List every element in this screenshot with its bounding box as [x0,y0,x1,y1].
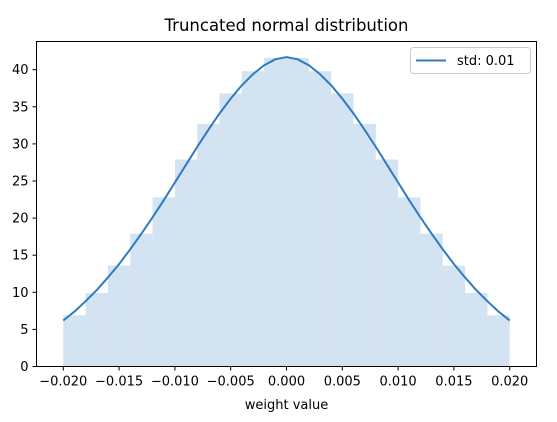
x-tick-label: 0.015 [435,375,472,390]
histogram-bar [152,197,175,367]
histogram-bar [331,93,354,367]
series-line [62,56,511,322]
histogram-bar [63,315,86,367]
histogram-bar [241,71,265,367]
histogram-bar [197,123,220,367]
histogram-bar [353,123,376,367]
histogram-bar [107,265,131,367]
x-axis: −0.020 −0.015 −0.010 −0.005 0.000 0.005 0.010 0… [39,366,528,390]
x-tick-label: −0.005 [207,375,255,390]
y-tick-label: 25 [12,174,29,189]
histogram-bar [85,293,108,367]
legend: std: 0.01 [410,47,531,74]
histogram-bar [398,197,421,367]
histogram-bar [487,315,510,367]
x-tick-label: 0.010 [379,375,416,390]
y-tick-label: 15 [12,249,29,264]
legend-label-std: std: 0.01 [457,54,515,69]
y-tick-label: 0 [20,360,28,375]
histogram-bars [63,57,510,367]
x-tick-label: 0.005 [324,375,361,390]
y-tick-label: 40 [12,63,29,78]
x-tick-label: −0.020 [39,375,87,390]
y-tick-label: 30 [12,137,29,152]
x-tick-label: 0.000 [268,375,305,390]
histogram-bar [174,159,198,367]
legend-box [410,47,531,74]
histogram-bar [219,93,242,367]
series-lines [62,56,511,322]
histogram-bar [375,159,399,367]
x-tick-label: −0.015 [95,375,143,390]
histogram-bar [465,293,488,367]
histogram-bar [442,265,466,367]
histogram-bar [286,57,309,367]
y-tick-label: 20 [12,212,29,227]
x-axis-label: weight value [245,398,328,413]
histogram-bar [264,57,287,367]
x-tick-label: −0.010 [151,375,199,390]
chart-title: Truncated normal distribution [164,16,409,35]
y-tick-label: 35 [12,100,29,115]
y-axis: 0 5 10 15 20 25 30 35 40 [12,63,37,375]
x-tick-label: 0.020 [491,375,528,390]
histogram-bar [420,233,443,367]
y-tick-label: 10 [12,286,29,301]
y-tick-label: 5 [20,323,28,338]
histogram-bar [308,71,332,367]
histogram-bar [130,233,153,367]
